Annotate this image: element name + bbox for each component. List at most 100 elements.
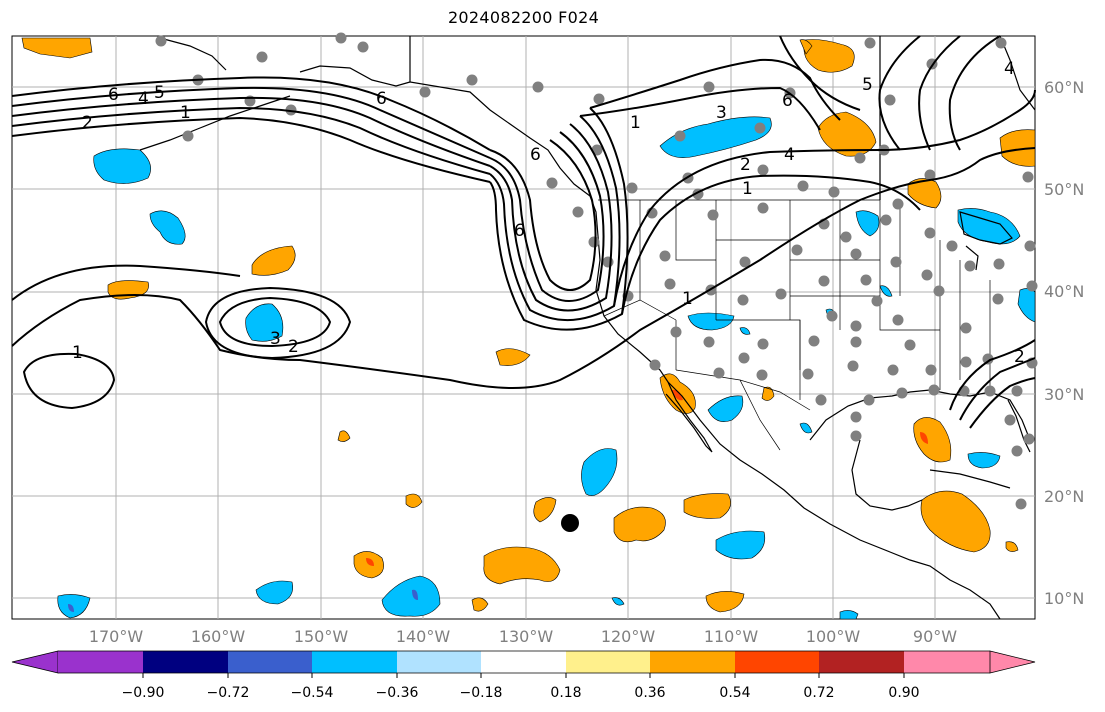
orange-blob xyxy=(799,39,813,55)
orange-blob xyxy=(251,245,296,276)
orange-blob xyxy=(913,417,952,463)
colorbar-bin xyxy=(397,651,481,673)
contour-label: 6 xyxy=(530,145,541,165)
coastlines xyxy=(139,35,1036,620)
colorbar-bin xyxy=(228,651,312,673)
colorbar-tick-label: 0.72 xyxy=(803,685,834,701)
political-boundaries xyxy=(598,199,991,451)
colorbar-bin xyxy=(481,651,566,673)
orange-blob xyxy=(920,490,991,553)
blue-blob xyxy=(739,327,751,335)
contour-label: 2 xyxy=(1014,347,1025,367)
contour-label: 6 xyxy=(514,221,525,241)
contour-label: 1 xyxy=(72,343,83,363)
colorbar-tick-label: 0.90 xyxy=(888,685,919,701)
orange-blob xyxy=(21,37,93,59)
orange-blob xyxy=(405,493,423,508)
contour-label: 5 xyxy=(862,75,873,95)
blue-blob xyxy=(245,303,284,342)
contour-label: 1 xyxy=(630,113,641,133)
blue-blob xyxy=(581,448,618,496)
orange-blob xyxy=(533,497,557,523)
contour-label: 4 xyxy=(138,89,149,109)
blue-blob xyxy=(255,580,293,605)
contour-label: 1 xyxy=(742,179,753,199)
orange-blob xyxy=(705,591,745,613)
colorbar-ticks xyxy=(142,673,905,678)
lat-label: 50°N xyxy=(1044,180,1084,199)
lon-label: 130°W xyxy=(499,627,554,646)
contour-label: 5 xyxy=(154,83,165,103)
blue-blob xyxy=(412,589,418,600)
blue-blob xyxy=(381,575,441,617)
lon-label: 100°W xyxy=(806,627,861,646)
contour-label: 6 xyxy=(782,91,793,111)
blue-blob xyxy=(707,395,744,422)
orange-blob xyxy=(907,178,942,209)
blue-blob xyxy=(611,597,625,606)
contour-label: 1 xyxy=(180,103,191,123)
lon-label: 170°W xyxy=(89,627,144,646)
contour-label: 6 xyxy=(108,85,119,105)
map-panel: 6 4 5 2 1 6 6 6 1 3 6 2 4 1 5 4 3 2 1 1 … xyxy=(11,32,1038,620)
contour-label: 3 xyxy=(716,103,727,123)
lat-label: 40°N xyxy=(1044,282,1084,301)
colorbar-tick-label: 0.18 xyxy=(550,685,581,701)
colorbar-min-extend xyxy=(11,650,59,674)
orange-blob xyxy=(920,432,928,444)
blue-blob xyxy=(855,210,880,237)
orange-blob xyxy=(683,493,731,519)
colorbar-tick-label: −0.90 xyxy=(122,685,165,701)
lat-label: 20°N xyxy=(1044,487,1084,506)
orange-blob xyxy=(495,348,531,366)
lat-label: 30°N xyxy=(1044,385,1084,404)
orange-blob xyxy=(613,506,666,543)
blue-blob xyxy=(799,422,813,434)
blue-blob xyxy=(687,312,735,331)
contour-label: 1 xyxy=(682,289,693,309)
colorbar-tick-label: −0.54 xyxy=(291,685,334,701)
orange-blob xyxy=(999,129,1036,167)
map-title: 2024082200 F024 xyxy=(447,8,600,27)
colorbar-bin xyxy=(650,651,735,673)
blue-blob xyxy=(839,610,859,620)
graticule xyxy=(12,36,1035,619)
colorbar-tick-label: −0.72 xyxy=(207,685,250,701)
blue-blob xyxy=(715,530,766,560)
lat-label: 10°N xyxy=(1044,589,1084,608)
contour-label: 4 xyxy=(1004,59,1015,79)
colorbar-bin xyxy=(904,651,990,673)
blue-blob xyxy=(149,210,186,245)
colorbar-tick-label: 0.36 xyxy=(634,685,665,701)
orange-blob xyxy=(471,597,489,612)
shaded-anomalies xyxy=(21,37,1036,620)
blue-blob xyxy=(659,116,772,158)
orange-blob xyxy=(672,389,683,401)
contour-label: 2 xyxy=(82,113,93,133)
blue-blob xyxy=(967,452,1001,469)
orange-blob xyxy=(366,558,374,566)
lon-label: 110°W xyxy=(704,627,759,646)
contour-label: 2 xyxy=(740,155,751,175)
colorbar-bin xyxy=(735,651,819,673)
orange-blob xyxy=(1005,541,1019,552)
contour-lines xyxy=(11,35,1036,429)
colorbar-bin xyxy=(566,651,650,673)
colorbar-tick-label: −0.18 xyxy=(460,685,503,701)
lon-label: 150°W xyxy=(294,627,349,646)
blue-blob xyxy=(879,285,893,297)
orange-blob xyxy=(337,430,351,442)
storm-center-marker xyxy=(561,514,579,532)
lon-label: 90°W xyxy=(913,627,957,646)
lon-label: 140°W xyxy=(396,627,451,646)
blue-blob xyxy=(68,604,74,612)
orange-blob xyxy=(761,386,775,401)
colorbar-max-extend xyxy=(989,650,1036,674)
blue-blob xyxy=(57,594,91,619)
contour-labels: 6 4 5 2 1 6 6 6 1 3 6 2 4 1 5 4 3 2 1 1 … xyxy=(72,59,1025,367)
latitude-labels: 60°N 50°N 40°N 30°N 20°N 10°N xyxy=(1044,78,1084,608)
lat-label: 60°N xyxy=(1044,78,1084,97)
blue-blob xyxy=(93,148,151,184)
colorbar-bin xyxy=(312,651,397,673)
